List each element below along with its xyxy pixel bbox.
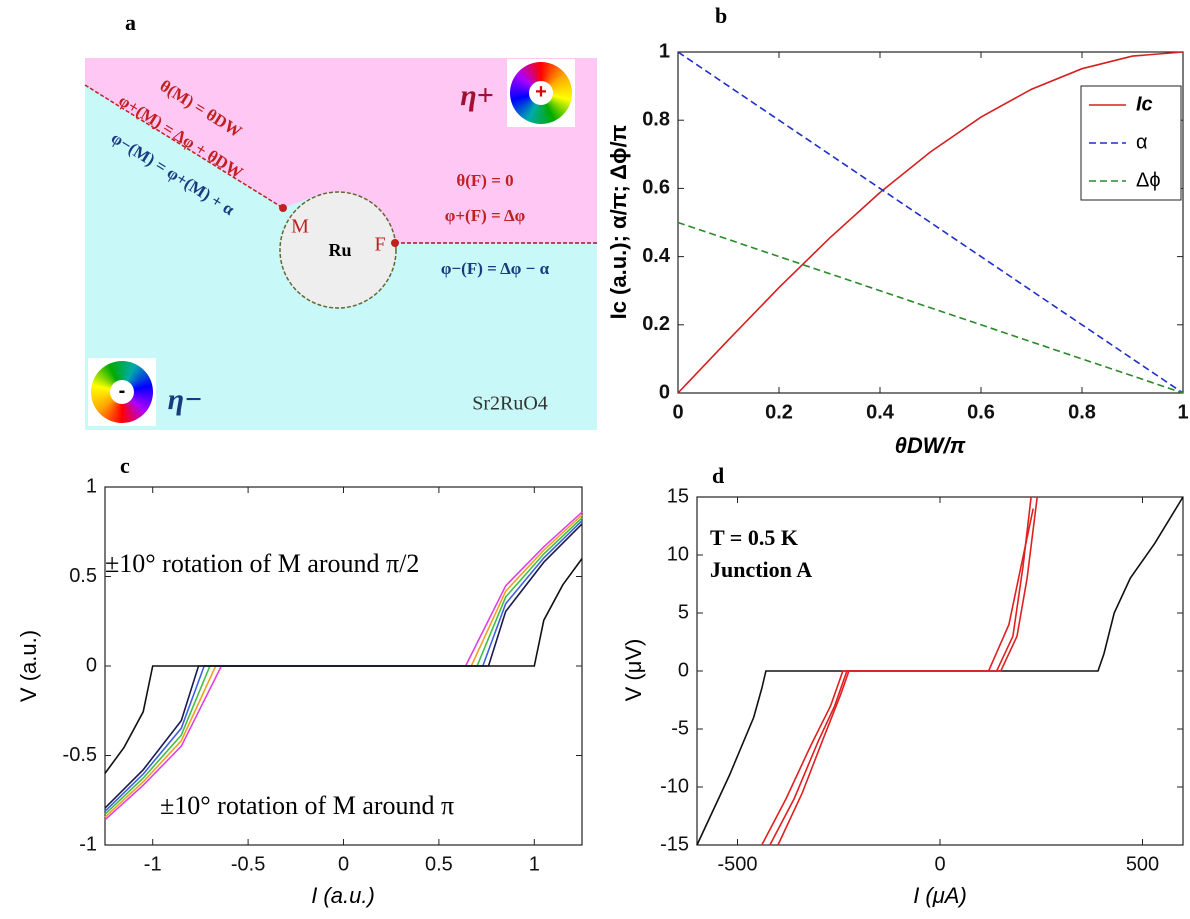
point-f bbox=[391, 239, 399, 247]
annotation: ±10° rotation of M around π/2 bbox=[105, 549, 419, 578]
y-tick-label: 0 bbox=[86, 654, 97, 676]
annotation: ±10° rotation of M around π bbox=[160, 791, 454, 820]
x-tick-label: 500 bbox=[1126, 853, 1159, 875]
x-tick-label: 0.6 bbox=[967, 401, 995, 423]
x-tick-label: 1 bbox=[1177, 401, 1188, 423]
eta-minus: η− bbox=[168, 383, 203, 416]
y-tick-label: -10 bbox=[660, 775, 689, 797]
x-tick-label: 0.8 bbox=[1068, 401, 1096, 423]
x-tick-label: -1 bbox=[144, 853, 162, 875]
data-line bbox=[769, 496, 1038, 846]
y-tick-label: 0.6 bbox=[642, 177, 670, 199]
y-tick-label: 0.8 bbox=[642, 108, 670, 130]
x-tick-label: -500 bbox=[717, 853, 757, 875]
x-tick-label: 0 bbox=[934, 853, 945, 875]
x-tick-label: 0.4 bbox=[866, 401, 895, 423]
y-tick-label: 1 bbox=[659, 40, 670, 62]
x-tick-label: 0 bbox=[338, 853, 349, 875]
eta-plus: η+ bbox=[460, 79, 494, 112]
y-tick-label: 5 bbox=[678, 601, 689, 623]
x-axis-label: I (μA) bbox=[913, 883, 967, 908]
color-wheel: - bbox=[88, 358, 156, 426]
x-tick-label: 1 bbox=[529, 853, 540, 875]
x-axis-label: θDW/π bbox=[895, 433, 966, 458]
y-tick-label: -5 bbox=[671, 717, 689, 739]
region-eta-plus bbox=[85, 58, 597, 243]
x-tick-label: 0 bbox=[672, 401, 683, 423]
wheel-sign: - bbox=[110, 380, 134, 404]
m-label: M bbox=[291, 216, 309, 238]
ru-inclusion bbox=[279, 191, 397, 309]
y-axis-label: Ic (a.u.); α/π; Δϕ/π bbox=[606, 124, 631, 319]
domain-wall bbox=[84, 84, 284, 209]
data-line bbox=[696, 496, 1184, 846]
annotation: T = 0.5 K bbox=[710, 525, 798, 550]
data-line bbox=[761, 496, 1032, 846]
f-label: F bbox=[374, 234, 385, 256]
data-line bbox=[677, 51, 1184, 394]
panel-label: d bbox=[712, 463, 724, 488]
data-line bbox=[677, 221, 1184, 394]
data-line bbox=[777, 508, 1034, 846]
data-line bbox=[104, 558, 583, 774]
y-tick-label: -0.5 bbox=[63, 744, 97, 766]
x-tick-label: 0.2 bbox=[765, 401, 793, 423]
data-line bbox=[677, 51, 1184, 394]
panel-label: b bbox=[715, 3, 727, 28]
y-tick-label: 10 bbox=[667, 543, 689, 565]
y-tick-label: 0 bbox=[659, 381, 670, 403]
x-tick-label: -0.5 bbox=[231, 853, 265, 875]
legend-label: α bbox=[1136, 131, 1148, 153]
equation: φ−(F) = Δφ − α bbox=[441, 259, 550, 278]
legend-label: Δϕ bbox=[1136, 169, 1161, 191]
ru-label: Ru bbox=[328, 240, 351, 260]
wheel-sign: + bbox=[529, 81, 553, 105]
y-axis-label: V (μV) bbox=[621, 639, 646, 702]
y-tick-label: 0.5 bbox=[69, 565, 97, 587]
y-tick-label: -15 bbox=[660, 833, 689, 855]
equation: φ+(F) = Δφ bbox=[445, 206, 526, 225]
x-tick-label: 0.5 bbox=[425, 853, 453, 875]
y-tick-label: 0 bbox=[678, 659, 689, 681]
equation: θ(F) = 0 bbox=[456, 171, 513, 190]
annotation: Junction A bbox=[710, 557, 812, 582]
y-axis-label: V (a.u.) bbox=[16, 630, 41, 702]
panel-label: a bbox=[125, 10, 136, 35]
panel-label: c bbox=[120, 453, 130, 478]
y-tick-label: 0.2 bbox=[642, 313, 670, 335]
point-m bbox=[279, 204, 287, 212]
material: Sr2RuO4 bbox=[472, 393, 548, 415]
color-wheel: + bbox=[507, 59, 575, 127]
y-tick-label: 15 bbox=[667, 485, 689, 507]
x-axis-label: I (a.u.) bbox=[311, 883, 375, 908]
y-tick-label: 0.4 bbox=[642, 245, 671, 267]
y-tick-label: -1 bbox=[79, 833, 97, 855]
legend-label: Ic bbox=[1136, 93, 1153, 115]
y-tick-label: 1 bbox=[86, 475, 97, 497]
